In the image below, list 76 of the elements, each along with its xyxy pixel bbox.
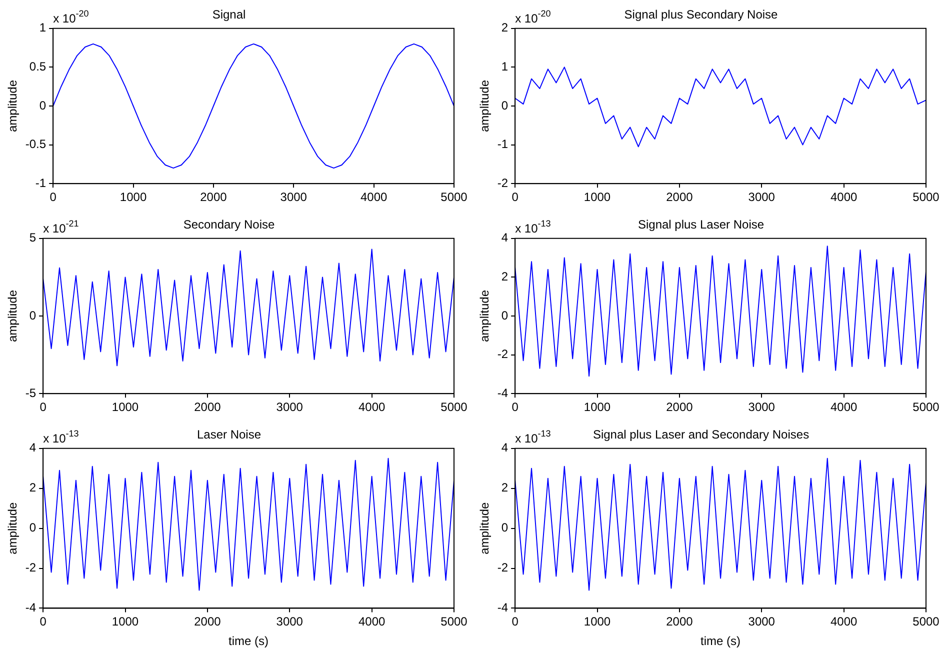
x-tick-label: 1000 xyxy=(112,614,139,629)
x-tick-label: 0 xyxy=(512,190,519,204)
x-tick-label: 4000 xyxy=(360,190,388,204)
y-tick-label: -2 xyxy=(497,560,508,575)
x-tick-label: 3000 xyxy=(280,190,308,204)
x-tick-label: 3000 xyxy=(748,190,776,204)
y-tick-label: 0 xyxy=(29,520,36,535)
x-tick-label: 2000 xyxy=(194,614,222,629)
y-tick-label: -4 xyxy=(25,600,36,615)
x-tick-label: 0 xyxy=(512,614,519,629)
chart-title: Laser Noise xyxy=(196,428,262,442)
y-axis-title: amplitude xyxy=(6,290,20,342)
x-tick-label: 2000 xyxy=(666,614,694,629)
x-axis-title: time (s) xyxy=(228,634,269,648)
y-axis-title: amplitude xyxy=(478,80,492,132)
x-tick-label: 3000 xyxy=(276,614,304,629)
y-tick-label: 2 xyxy=(501,270,508,284)
x-tick-label: 2000 xyxy=(666,400,694,414)
x-tick-label: 3000 xyxy=(276,400,304,414)
x-tick-label: 1000 xyxy=(584,614,611,629)
x-tick-label: 2000 xyxy=(194,400,222,414)
x-tick-label: 4000 xyxy=(830,190,858,204)
chart-title: Signal plus Secondary Noise xyxy=(624,8,778,22)
x-tick-label: 5000 xyxy=(912,614,940,629)
x-tick-label: 5000 xyxy=(440,614,468,629)
x-tick-label: 5000 xyxy=(912,400,940,414)
x-tick-label: 4000 xyxy=(358,614,386,629)
y-tick-label: -4 xyxy=(497,386,508,400)
y-tick-label: -4 xyxy=(497,600,508,615)
x-tick-label: 1000 xyxy=(584,400,611,414)
y-tick-label: -1 xyxy=(35,176,46,190)
x-tick-label: 0 xyxy=(512,400,519,414)
y-tick-label: -0.5 xyxy=(25,137,46,152)
y-tick-label: 0 xyxy=(501,520,508,535)
y-tick-label: 4 xyxy=(501,230,508,245)
chart-title: Signal xyxy=(212,8,246,22)
y-axis-title: amplitude xyxy=(6,80,20,132)
x-tick-label: 3000 xyxy=(748,400,776,414)
x-tick-label: 5000 xyxy=(440,190,468,204)
x-tick-label: 5000 xyxy=(912,190,940,204)
y-tick-label: 2 xyxy=(29,480,36,495)
y-tick-label: 2 xyxy=(501,20,508,35)
y-axis-title: amplitude xyxy=(478,502,492,554)
y-axis-title: amplitude xyxy=(478,290,492,342)
x-axis-title: time (s) xyxy=(700,634,741,648)
y-tick-label: 5 xyxy=(29,230,36,245)
y-tick-label: -2 xyxy=(25,560,36,575)
y-tick-label: -1 xyxy=(497,137,508,152)
y-tick-label: -2 xyxy=(497,176,508,190)
x-tick-label: 4000 xyxy=(830,400,858,414)
y-tick-label: 4 xyxy=(501,440,508,455)
y-tick-label: -5 xyxy=(25,386,36,400)
y-tick-label: 0 xyxy=(29,308,36,322)
y-tick-label: 4 xyxy=(29,440,36,455)
y-tick-label: 1 xyxy=(39,20,46,35)
x-tick-label: 0 xyxy=(50,190,57,204)
x-tick-label: 4000 xyxy=(358,400,386,414)
x-tick-label: 3000 xyxy=(748,614,776,629)
y-tick-label: 0 xyxy=(501,308,508,322)
x-tick-label: 2000 xyxy=(666,190,694,204)
chart-title: Secondary Noise xyxy=(183,218,276,232)
x-tick-label: 4000 xyxy=(830,614,858,629)
x-tick-label: 1000 xyxy=(120,190,147,204)
x-tick-label: 5000 xyxy=(440,400,468,414)
y-axis-title: amplitude xyxy=(6,502,20,554)
x-tick-label: 1000 xyxy=(584,190,611,204)
chart-title: Signal plus Laser and Secondary Noises xyxy=(592,428,810,442)
x-tick-label: 2000 xyxy=(200,190,228,204)
y-tick-label: -2 xyxy=(497,347,508,362)
y-tick-label: 0.5 xyxy=(29,60,46,74)
y-tick-label: 0 xyxy=(501,98,508,112)
y-tick-label: 1 xyxy=(501,60,508,74)
y-tick-label: 2 xyxy=(501,480,508,495)
chart-title: Signal plus Laser Noise xyxy=(638,218,764,232)
x-tick-label: 1000 xyxy=(112,400,139,414)
y-tick-label: 0 xyxy=(39,98,46,112)
